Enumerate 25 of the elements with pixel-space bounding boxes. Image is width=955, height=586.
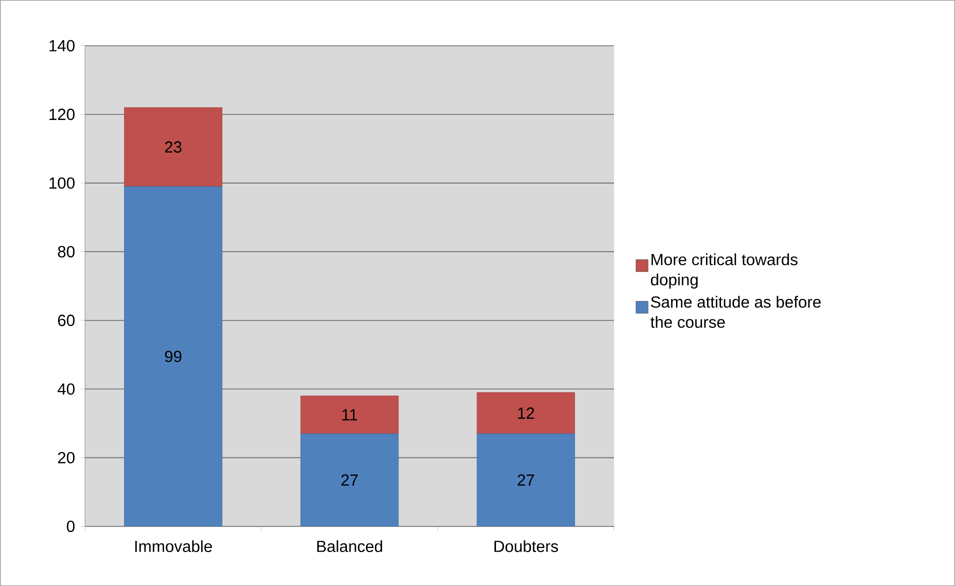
y-tick-label: 40 xyxy=(58,383,75,395)
data-label: 27 xyxy=(518,474,534,486)
y-tick-label: 140 xyxy=(50,40,75,52)
bar xyxy=(124,186,222,526)
y-tick-label: 60 xyxy=(58,314,75,326)
y-tick-label: 20 xyxy=(58,452,75,464)
data-label: 27 xyxy=(341,474,358,486)
bar xyxy=(124,107,222,187)
x-tick-label: Doubters xyxy=(494,540,558,552)
x-tick-label: Immovable xyxy=(135,540,212,552)
bar xyxy=(476,433,575,526)
data-label: 99 xyxy=(165,350,182,362)
bar xyxy=(476,392,575,434)
y-tick-label: 120 xyxy=(50,108,75,120)
y-tick-label: 100 xyxy=(50,177,75,189)
bar xyxy=(300,433,399,526)
data-label: 23 xyxy=(165,141,182,153)
legend-label: More critical towards doping xyxy=(650,253,798,289)
data-label: 11 xyxy=(342,409,358,420)
y-tick-label: 0 xyxy=(66,520,75,532)
x-tick-label: Balanced xyxy=(317,540,382,552)
legend-label: Same attitude as before the course xyxy=(650,296,821,328)
bar xyxy=(300,396,399,434)
y-tick-label: 80 xyxy=(58,246,75,258)
data-label: 12 xyxy=(518,407,534,419)
